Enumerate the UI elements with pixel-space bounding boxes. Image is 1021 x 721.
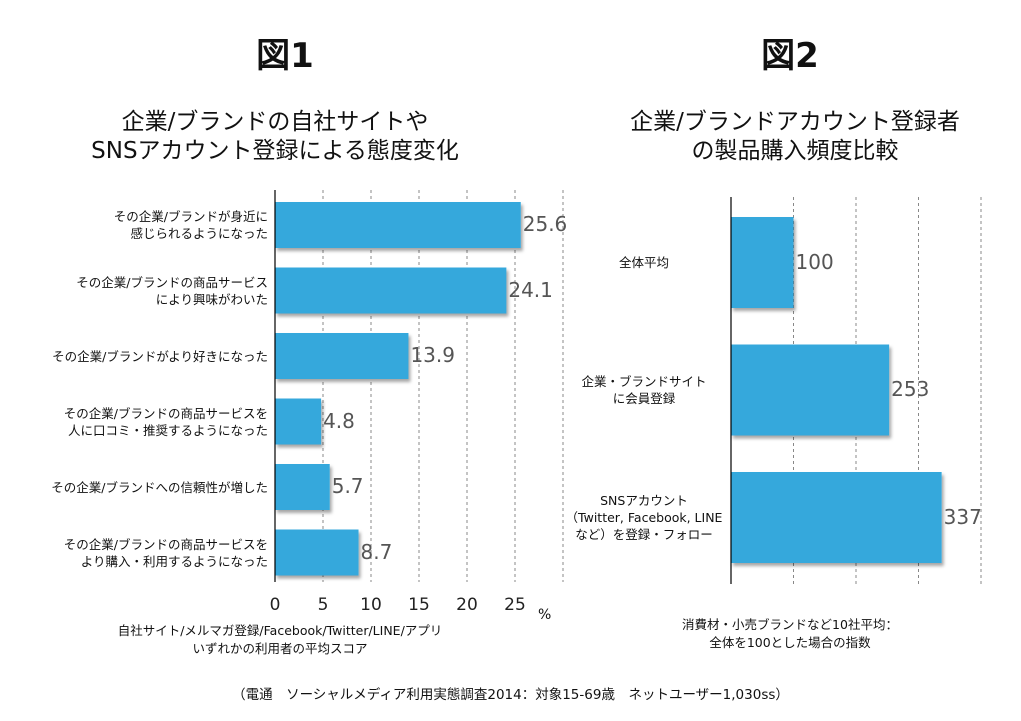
figure-1-label: 図1 (256, 36, 314, 76)
x-tick-label: 5 (317, 595, 329, 615)
chart-1-xlabel: 自社サイト/メルマガ登録/Facebook/Twitter/LINE/アプリ い… (117, 623, 443, 656)
bar (731, 472, 942, 563)
bar (275, 202, 521, 248)
data-label: 337 (943, 504, 982, 529)
data-label: 13.9 (410, 343, 455, 367)
category-label: その企業/ブランドの商品サービス により興味がわいた (76, 274, 268, 307)
category-label: 全体平均 (618, 255, 669, 270)
bar (731, 344, 890, 436)
category-label: SNSアカウント （Twitter, Facebook, LINE など）を登録… (565, 493, 723, 542)
bar (275, 464, 330, 510)
category-label: その企業/ブランドがより好きになった (52, 348, 268, 364)
bar (731, 217, 794, 308)
category-label: その企業/ブランドの商品サービスを より購入・利用するようになった (63, 536, 268, 569)
data-label: 4.8 (323, 408, 355, 433)
x-tick-label: 15 (408, 595, 430, 615)
bar (275, 267, 507, 314)
x-tick-label: 25 (504, 595, 526, 615)
category-label: その企業/ブランドへの信頼性が増した (51, 479, 268, 495)
figure-2-label: 図2 (761, 36, 819, 76)
category-label: その企業/ブランドが身近に 感じられるようになった (113, 209, 268, 241)
x-tick-label: 10 (360, 595, 382, 615)
chart-1-unit: % (538, 607, 552, 623)
category-label: その企業/ブランドの商品サービスを 人に口コミ・推奨するようになった (63, 405, 268, 438)
data-label: 25.6 (522, 212, 568, 236)
category-label: 企業・ブランドサイト に会員登録 (581, 374, 707, 406)
chart-2-xlabel: 消費材・小売ブランドなど10社平均： 全体を100とした場合の指数 (682, 617, 898, 650)
bar (275, 398, 322, 445)
data-label: 253 (891, 377, 930, 401)
x-tick-label: 0 (269, 595, 281, 615)
data-label: 8.7 (360, 539, 393, 564)
chart-1-title: 企業/ブランドの自社サイトや SNSアカウント登録による態度変化 (91, 109, 459, 164)
bar (275, 529, 359, 576)
bar (275, 333, 409, 379)
data-label: 24.1 (508, 277, 553, 302)
x-tick-label: 20 (456, 595, 478, 615)
chart-2-title: 企業/ブランドアカウント登録者 の製品購入頻度比較 (630, 109, 960, 164)
data-label: 5.7 (331, 474, 364, 498)
source-note: （電通 ソーシャルメディア利用実態調査2014：対象15-69歳 ネットユーザー… (232, 687, 789, 703)
data-label: 100 (795, 249, 834, 274)
